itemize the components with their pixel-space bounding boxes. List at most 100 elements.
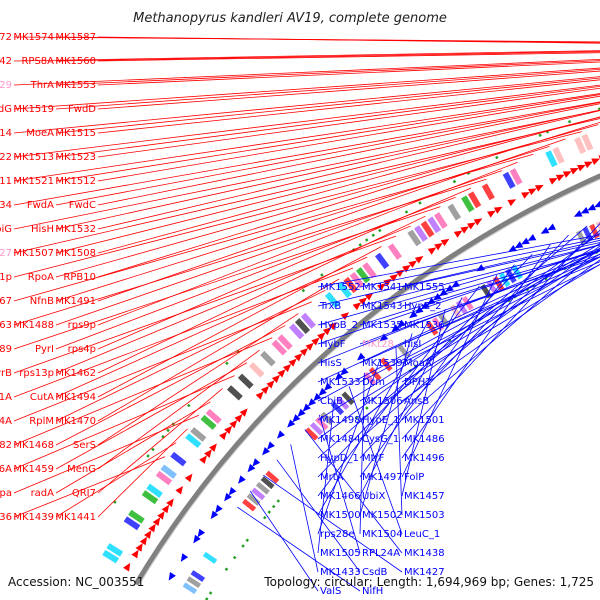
feature-block [425,321,439,336]
gene-label: MK1468 [13,440,54,451]
feature-block [128,509,145,524]
gene-label: MK1512 [55,176,96,187]
gene-label: MK1427 [404,567,445,578]
feature-block [420,220,435,238]
forward-gene-arrow [135,543,143,552]
green-marker [597,107,600,111]
gene-label: Ppa [0,488,12,499]
gene-label-leader [249,490,319,592]
reverse-gene-arrow [594,200,600,208]
gene-label: MK1560 [55,56,96,67]
feature-block [387,243,403,260]
feature-block [581,133,594,151]
gene-label-leader [13,67,600,110]
gene-label: MK1482 [0,440,12,451]
feature-block [481,183,495,201]
gene-label-leader [401,244,551,459]
gene-label: MenG [67,464,96,475]
reverse-gene-arrow [262,446,271,456]
gene-label: HisS [320,358,342,369]
feature-block [190,570,206,582]
reverse-gene-arrow [357,352,366,361]
forward-gene-arrow [255,391,264,400]
gene-label-leader [13,84,600,158]
gene-label-leader [359,372,365,535]
gene-label: hisI [404,339,421,350]
gene-label: MK1459 [13,464,54,475]
green-marker [301,288,306,293]
feature-block [545,150,558,168]
feature-block [146,483,163,498]
forward-gene-arrow [161,504,170,514]
gene-label: MK1466 [320,491,361,502]
reverse-gene-arrow [307,398,317,407]
gene-label: MK1498 [320,415,361,426]
forward-gene-arrow [408,260,418,268]
gene-label-leader [55,77,600,134]
gene-label: MK1535 [362,320,403,331]
gene-label: FwdG [0,104,12,115]
gene-label: MK1484 [320,434,361,445]
gene-label-leader [359,234,569,459]
feature-block [574,136,587,154]
reverse-gene-arrow [340,367,349,376]
forward-gene-arrow [305,342,314,351]
green-marker [232,555,237,560]
gene-label: FolP [404,472,424,483]
gene-label-leader [13,131,582,278]
gene-label: MK1470 [55,416,96,427]
gene-label-leader [401,264,600,364]
forward-gene-arrow [328,322,338,331]
forward-gene-arrow [234,414,243,423]
gene-label: MK1523 [55,152,96,163]
forward-gene-arrow [148,523,156,533]
feature-block [182,582,198,595]
gene-label: MK1519 [13,104,54,115]
gene-label-leader [401,263,600,383]
gene-label-leader [348,386,403,535]
feature-block [160,464,177,479]
green-marker [271,504,276,509]
forward-gene-arrow [144,530,152,539]
gene-label: MK1521 [13,176,54,187]
gene-label-leader [401,261,600,345]
gene-label: MK1514 [0,128,12,139]
reverse-gene-arrow [334,372,344,381]
reverse-gene-arrow [215,504,223,514]
green-marker [187,403,191,408]
gene-label: rps13p [19,368,54,379]
gene-label: MK1536 [404,320,445,331]
feature-block [304,427,319,441]
gene-label-leader [13,101,600,206]
gene-label-leader [318,414,361,554]
gene-label: PyrI [35,344,54,355]
forward-gene-arrow [467,222,476,230]
gene-label: HisH [31,224,54,235]
forward-gene-arrow [577,164,586,172]
gene-label: MK1507 [13,248,54,259]
reverse-gene-arrow [323,382,333,391]
gene-label: MK1496 [404,453,445,464]
gene-label: RPS6A [0,464,12,475]
gene-label-leader [55,60,600,86]
feature-block [255,481,270,495]
gene-label-leader [55,196,456,350]
feature-block [320,411,334,426]
feature-block [434,212,448,229]
green-marker [378,228,382,233]
gene-label-leader [401,309,446,497]
gene-label-leader [317,254,533,478]
reverse-gene-arrow [439,288,448,297]
forward-gene-arrow [414,256,424,264]
forward-gene-arrow [282,363,292,373]
gene-label-leader [359,256,600,364]
reverse-gene-arrow [292,414,301,423]
feature-block [437,312,450,328]
gene-label-leader [13,153,534,302]
gene-label-leader [55,146,550,302]
gene-label: MKt27 [0,248,12,259]
feature-block [190,427,207,442]
gene-label-leader [317,232,600,440]
reverse-gene-arrow [238,475,246,484]
